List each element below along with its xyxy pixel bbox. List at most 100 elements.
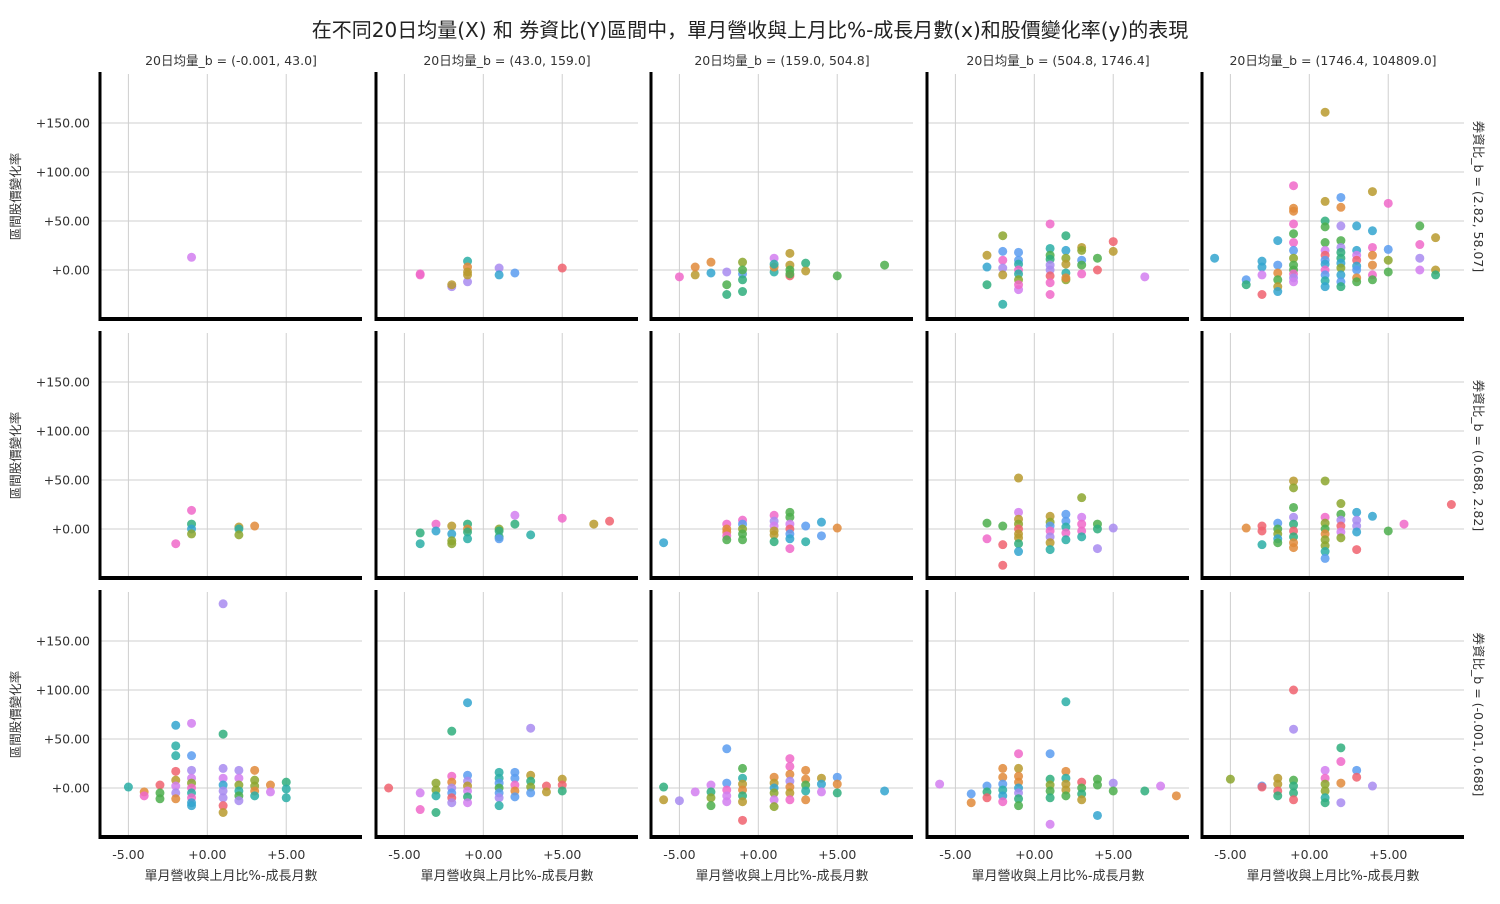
data-point <box>1352 507 1362 517</box>
y-tick-label: +50.00 <box>44 214 90 229</box>
data-point <box>801 795 811 805</box>
y-tick-label: +50.00 <box>44 732 90 747</box>
x-tick-label: +5.00 <box>818 847 856 862</box>
data-point <box>801 521 811 531</box>
data-point <box>706 268 716 278</box>
data-point <box>250 521 260 531</box>
data-point <box>1320 798 1330 808</box>
data-point <box>1077 245 1087 255</box>
data-point <box>431 526 441 536</box>
data-point <box>690 262 700 272</box>
panel-r3-c1: +0.00 +50.00 +100.00 +150.00 區間股價變化率 -5.00 +0.… <box>8 590 362 884</box>
data-point <box>463 527 473 537</box>
data-point <box>785 534 795 544</box>
data-point <box>1257 526 1267 536</box>
data-point <box>1383 244 1393 254</box>
data-point <box>1045 545 1055 555</box>
data-point <box>234 773 244 783</box>
data-point <box>155 794 165 804</box>
x-tick-label: +0.00 <box>1290 847 1328 862</box>
data-point <box>1415 240 1425 250</box>
column-header-2: 20日均量_b = (43.0, 159.0] <box>423 53 590 68</box>
data-point <box>1273 275 1283 285</box>
data-point <box>526 788 536 798</box>
panel-r2-c1: +0.00 +50.00 +100.00 +150.00 區間股價變化率 <box>8 331 362 580</box>
data-point <box>1061 273 1071 283</box>
data-point <box>494 793 504 803</box>
data-point <box>431 808 441 817</box>
data-point <box>1415 221 1425 231</box>
data-point <box>1257 540 1267 550</box>
data-point <box>218 773 228 783</box>
data-point <box>722 797 732 807</box>
data-point <box>1045 538 1055 548</box>
data-point <box>816 779 826 789</box>
data-point <box>832 779 842 789</box>
data-point <box>659 795 669 805</box>
data-point <box>785 769 795 779</box>
data-point <box>1352 545 1362 555</box>
data-point <box>769 795 779 805</box>
data-point <box>1077 269 1087 279</box>
data-point <box>218 808 228 817</box>
data-point <box>785 248 795 258</box>
data-point <box>832 788 842 798</box>
data-point <box>1045 243 1055 253</box>
column-header-1: 20日均量_b = (-0.001, 43.0] <box>145 53 317 68</box>
data-point <box>1336 202 1346 212</box>
data-point <box>1273 268 1283 278</box>
data-point <box>1289 512 1299 522</box>
x-tick-label: +5.00 <box>267 847 305 862</box>
data-point <box>1014 749 1024 759</box>
data-point <box>171 751 181 761</box>
data-point <box>1014 547 1024 557</box>
chart-title: 在不同20日均量(X) 和 券資比(Y)區間中，單月營收與上月比%-成長月數(x… <box>311 18 1189 42</box>
data-point <box>187 751 197 761</box>
data-point <box>1108 246 1118 256</box>
data-point <box>769 537 779 547</box>
data-point <box>1289 476 1299 486</box>
data-point <box>1273 236 1283 246</box>
y-tick-label: +150.00 <box>36 116 90 131</box>
data-point <box>1367 511 1377 521</box>
data-point <box>1045 271 1055 281</box>
data-point <box>1336 282 1346 292</box>
panel-r3-c4: -5.00 +0.00 +5.00 單月營收與上月比%-成長月數 <box>925 590 1189 884</box>
data-point <box>510 519 520 529</box>
data-point <box>982 518 992 528</box>
data-point <box>1014 801 1024 811</box>
data-point <box>1014 794 1024 804</box>
data-point <box>785 512 795 522</box>
data-point <box>738 257 748 267</box>
data-point <box>1077 512 1087 522</box>
x-tick-label: +5.00 <box>1094 847 1132 862</box>
data-point <box>123 782 133 792</box>
data-point <box>1320 282 1330 292</box>
data-point <box>494 801 504 811</box>
data-point <box>155 780 165 790</box>
data-point <box>1061 766 1071 776</box>
data-point <box>1045 819 1055 829</box>
data-point <box>589 519 599 529</box>
data-point <box>1320 765 1330 775</box>
data-point <box>1014 763 1024 773</box>
data-point <box>1336 221 1346 231</box>
data-point <box>384 783 394 793</box>
data-point <box>998 255 1008 265</box>
data-point <box>187 765 197 775</box>
data-point <box>1320 222 1330 232</box>
data-point <box>431 519 441 529</box>
data-point <box>187 505 197 515</box>
data-point <box>880 786 890 796</box>
y-tick-label: +0.00 <box>52 781 90 796</box>
data-point <box>1415 265 1425 275</box>
data-point <box>1225 774 1235 784</box>
data-point <box>769 530 779 540</box>
data-point <box>218 729 228 739</box>
y-tick-label: +0.00 <box>52 263 90 278</box>
data-point <box>982 262 992 272</box>
data-point <box>785 269 795 279</box>
data-point <box>722 280 732 290</box>
data-point <box>557 786 567 796</box>
data-point <box>816 517 826 527</box>
